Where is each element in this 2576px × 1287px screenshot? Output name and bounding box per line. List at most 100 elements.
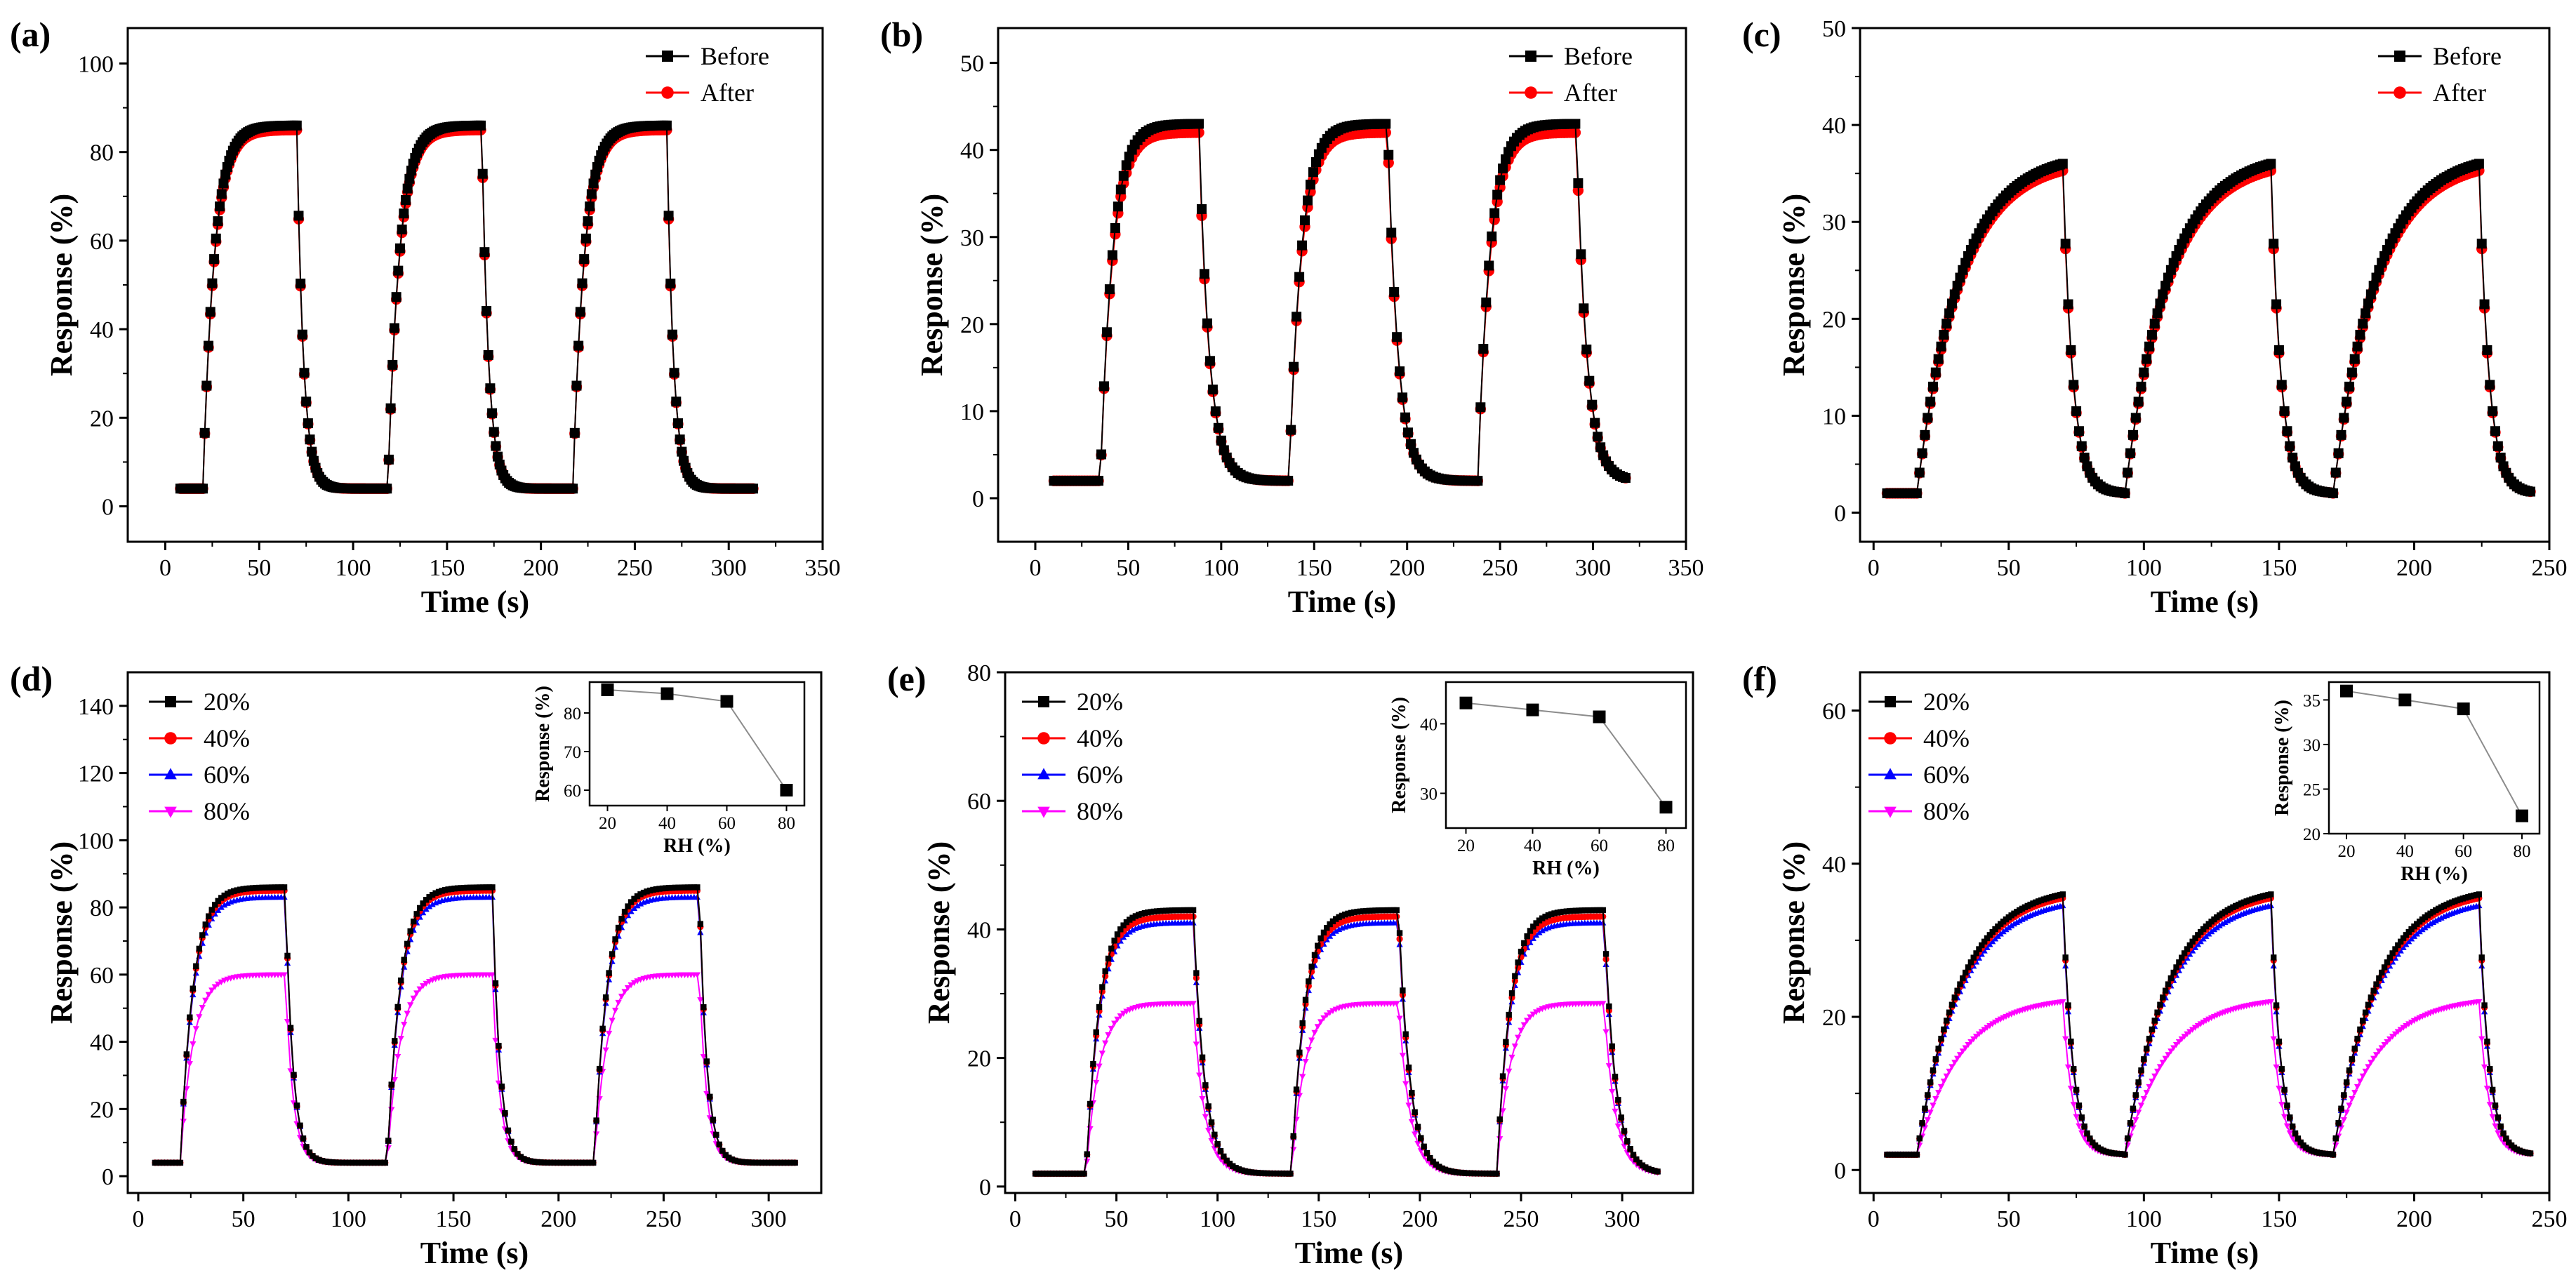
data-point	[615, 924, 622, 931]
data-point	[1077, 1171, 1084, 1177]
data-point	[1310, 156, 1321, 167]
data-point	[2162, 987, 2169, 994]
data-point	[1524, 1018, 1531, 1024]
x-tick-label: 100	[2126, 1206, 2162, 1232]
data-point	[2141, 1056, 2147, 1062]
data-point	[211, 984, 218, 990]
data-point	[1339, 912, 1346, 919]
data-point	[577, 1159, 584, 1166]
data-point	[757, 1159, 764, 1166]
legend-marker	[2394, 51, 2405, 62]
data-point	[2269, 239, 2279, 249]
x-tick-label: 350	[1668, 555, 1704, 581]
data-point	[2079, 453, 2090, 463]
data-point	[1973, 950, 1979, 956]
data-point	[1948, 1001, 1956, 1008]
data-point	[565, 1159, 571, 1166]
data-point	[2492, 1102, 2499, 1109]
data-point	[1396, 1015, 1403, 1022]
plot-frame	[1859, 27, 2551, 543]
data-point	[2122, 1152, 2128, 1158]
legend-label: 20%	[1923, 688, 1970, 716]
data-point	[1399, 1053, 1407, 1059]
data-point	[667, 329, 677, 340]
data-point	[451, 885, 458, 892]
data-point	[2289, 1135, 2296, 1142]
y-tick-label: 30	[1822, 210, 1846, 236]
data-point	[1213, 422, 1223, 433]
data-point	[2144, 341, 2155, 352]
legend: 20% 40% 60% 80%	[1022, 688, 1123, 825]
legend-marker	[1037, 768, 1050, 780]
data-point	[1511, 1043, 1518, 1050]
data-point	[420, 983, 427, 989]
data-point	[2271, 954, 2277, 961]
data-point	[385, 1138, 392, 1144]
data-point	[1487, 1171, 1494, 1177]
data-point	[493, 451, 503, 462]
data-point	[429, 891, 436, 898]
data-point	[2078, 1130, 2085, 1137]
x-tick-label: 300	[1575, 555, 1611, 581]
data-point	[2149, 1079, 2156, 1085]
x-tick-label: 0	[1029, 555, 1041, 581]
data-point	[1329, 930, 1336, 936]
data-point	[2365, 1001, 2372, 1008]
data-point	[1566, 908, 1573, 914]
data-point	[1959, 1048, 1966, 1055]
data-point	[1930, 1067, 1937, 1074]
series-line	[154, 973, 795, 1163]
data-point	[571, 1159, 578, 1166]
data-point	[625, 903, 631, 909]
data-point	[249, 885, 256, 891]
data-point	[1290, 1133, 1296, 1140]
data-point	[1922, 1105, 1928, 1112]
data-point	[1941, 1026, 1947, 1033]
data-point	[661, 120, 672, 131]
data-point	[2081, 1123, 2087, 1130]
data-point	[1630, 1152, 1637, 1158]
data-point	[763, 1159, 770, 1166]
x-tick-label: 300	[711, 555, 747, 581]
y-tick-label: 0	[1834, 501, 1846, 527]
inset-point	[2398, 693, 2412, 707]
data-point	[2133, 396, 2144, 407]
x-tick-label: 350	[805, 555, 841, 581]
data-point	[350, 1159, 357, 1166]
data-point	[2497, 1135, 2504, 1142]
data-point	[672, 418, 683, 429]
data-point	[2130, 1105, 2137, 1112]
data-point	[1214, 1140, 1221, 1147]
data-point	[1145, 909, 1151, 916]
data-point	[1111, 1020, 1118, 1027]
data-point	[1944, 1018, 1950, 1024]
data-point	[782, 1159, 789, 1166]
data-point	[2424, 922, 2431, 928]
data-point	[2165, 981, 2172, 987]
data-point	[1984, 944, 1991, 950]
data-point	[174, 1159, 180, 1166]
data-point	[1065, 1171, 1072, 1177]
data-point	[1615, 1097, 1621, 1103]
data-point	[190, 1041, 197, 1048]
data-point	[1448, 1168, 1454, 1175]
data-point	[637, 900, 644, 907]
data-point	[1935, 1046, 1941, 1052]
data-point	[2356, 1079, 2364, 1085]
data-point	[1642, 1164, 1649, 1171]
data-point	[196, 945, 202, 952]
data-point	[2342, 396, 2352, 407]
data-point	[543, 1159, 549, 1166]
inset-point	[2457, 702, 2470, 716]
data-point	[1200, 269, 1209, 279]
data-point	[1269, 1171, 1275, 1177]
x-tick-label: 100	[2126, 555, 2162, 581]
data-point	[385, 403, 396, 413]
data-point	[1576, 249, 1586, 260]
data-point	[391, 1077, 398, 1083]
data-point	[577, 278, 587, 288]
data-point	[383, 454, 394, 465]
data-point	[491, 441, 501, 451]
data-point	[1923, 413, 1933, 423]
data-point	[1498, 164, 1508, 174]
